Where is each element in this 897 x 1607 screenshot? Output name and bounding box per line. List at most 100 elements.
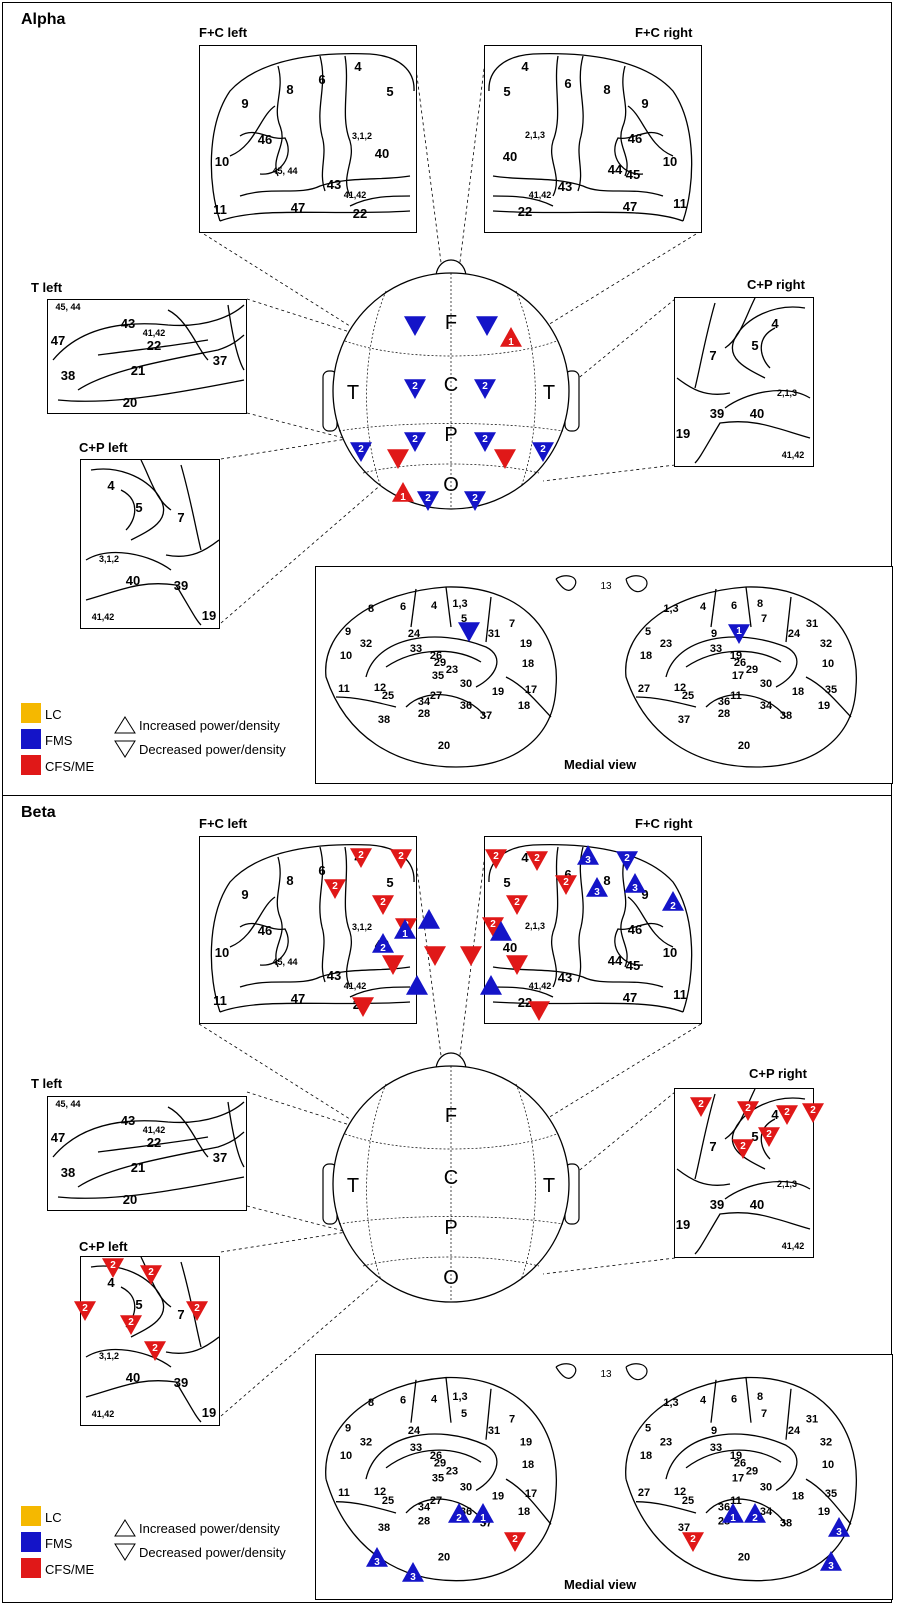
area-label: 6 (731, 1393, 737, 1405)
legend-cfs: CFS/ME (45, 759, 95, 774)
sulcus-line (219, 1001, 411, 1013)
sulcus-line (120, 489, 136, 531)
area-label: 35 (825, 684, 837, 696)
area-label: 46 (258, 132, 272, 147)
sulcus-line (85, 552, 172, 571)
sulcus-line (577, 846, 584, 983)
area-label: 19 (492, 1490, 504, 1502)
area-label: 6 (564, 76, 571, 91)
area-label: 4 (431, 600, 438, 612)
marker-count: 2 (563, 877, 569, 888)
marker-cfs-down: 2 (504, 1532, 526, 1552)
area-label: 40 (750, 1197, 764, 1212)
area-label: 9 (241, 887, 248, 902)
area-label: 46 (628, 131, 642, 146)
sulcus-line (344, 55, 352, 197)
area-13-label: 13 (600, 581, 612, 592)
marker-fms-up: 3 (586, 877, 608, 898)
marker-fms-up (406, 975, 428, 995)
area-label: 22 (353, 206, 367, 221)
marker-cfs-down (382, 955, 404, 975)
marker-count: 2 (412, 434, 418, 445)
area-label: 23 (446, 664, 458, 676)
marker-count: 2 (534, 853, 540, 864)
area-label: 40 (503, 940, 517, 955)
lc-swatch (21, 1506, 41, 1526)
area-label: 4 (354, 59, 362, 74)
sulcus-line (239, 966, 411, 988)
sulcus-line (385, 650, 482, 668)
marker-fms-down: 2 (404, 379, 426, 399)
area-label: 11 (213, 993, 227, 1008)
sulcus-line (705, 694, 787, 718)
sulcus-line (492, 210, 684, 222)
area-label: 45, 44 (272, 957, 297, 967)
marker-fms-up: 2 (372, 933, 394, 954)
sulcus-line (77, 334, 245, 391)
area-label: 43 (327, 968, 341, 983)
sulcus-line (760, 1118, 776, 1160)
sulcus-line (239, 922, 289, 966)
area-label: 18 (518, 1506, 530, 1518)
marker-cfs-down (424, 946, 446, 966)
area-label: 4 (521, 59, 529, 74)
area-label: 32 (360, 638, 372, 650)
area-label: 6 (400, 601, 406, 613)
area-label: 29 (434, 657, 446, 669)
area-label: 10 (215, 154, 229, 169)
sulcus-line (85, 583, 202, 626)
area-label: 20 (438, 1551, 450, 1563)
marker-count: 2 (358, 444, 364, 455)
marker-cfs-down: 2 (324, 879, 346, 899)
sulcus-line (410, 1379, 417, 1423)
marker-cfs-down (528, 1001, 550, 1021)
marker-count: 2 (745, 1103, 751, 1114)
marker-count: 1 (736, 626, 742, 637)
area-label: 28 (418, 1515, 430, 1527)
marker-fms-up (490, 921, 512, 941)
area-label: 25 (682, 1495, 694, 1507)
marker-cfs-down: 2 (372, 895, 394, 915)
brain-box-cp-left: 4 5 7 3,1,2 40 39 19 41,42 (80, 459, 220, 629)
area-label: 3,1,2 (352, 131, 372, 141)
fms-swatch (21, 1532, 41, 1552)
area-label: 33 (710, 643, 722, 655)
marker-fms-up (418, 909, 440, 929)
marker-count: 2 (624, 853, 630, 864)
area-label: 5 (461, 613, 467, 625)
area-label: 1,3 (452, 1391, 467, 1403)
sulcus-line (485, 1388, 492, 1440)
marker-cfs-down: 2 (758, 1127, 780, 1147)
area-label: 33 (410, 643, 422, 655)
area-label: 23 (660, 638, 672, 650)
area-label: 18 (792, 686, 804, 698)
area-label: 45, 44 (55, 1099, 80, 1109)
area-label: 4 (431, 1393, 438, 1405)
area-label: 46 (258, 923, 272, 938)
area-label: 24 (788, 1425, 801, 1437)
area-label: 9 (641, 887, 648, 902)
area-label: 11 (338, 1487, 350, 1499)
area-label: 41,42 (782, 450, 805, 460)
marker-count: 2 (110, 1260, 116, 1271)
head-letter-p: P (444, 424, 457, 446)
marker-count: 2 (425, 493, 431, 504)
area-label: 6 (400, 1395, 406, 1407)
sulcus-line (365, 636, 498, 688)
area-label: 37 (213, 353, 227, 368)
marker-cfs-down: 2 (776, 1105, 798, 1125)
lc-swatch (21, 703, 41, 723)
area-label: 18 (792, 1490, 804, 1502)
area-label: 39 (174, 1375, 188, 1390)
area-label: 34 (418, 1502, 431, 1514)
area-label: 4 (700, 1395, 707, 1407)
area-label: 6 (318, 72, 325, 87)
area-label: 27 (430, 1495, 442, 1507)
sulcus-line (724, 390, 811, 409)
area-label: 18 (522, 1459, 534, 1471)
area-label: 41,42 (344, 190, 367, 200)
area-label: 38 (780, 1518, 792, 1530)
sulcus-line (620, 65, 628, 177)
